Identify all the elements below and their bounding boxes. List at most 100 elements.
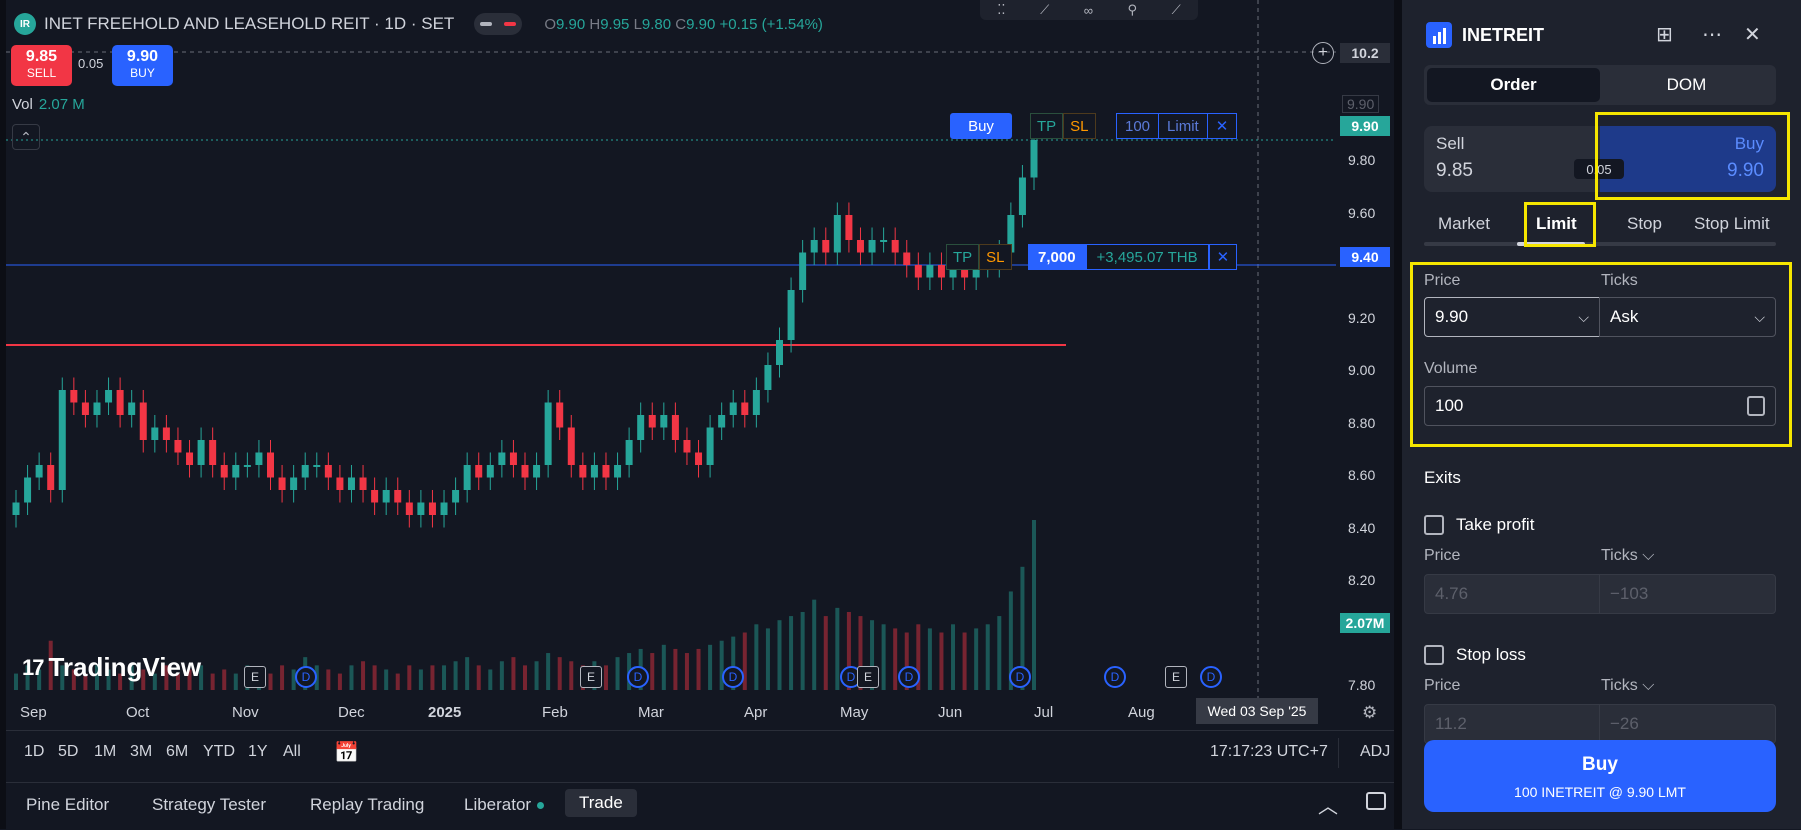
- tab-trade[interactable]: Trade: [565, 789, 637, 817]
- position-qty[interactable]: 7,000: [1028, 244, 1086, 270]
- candle-body: [614, 465, 622, 478]
- sell-side-button[interactable]: Sell 9.85: [1424, 126, 1600, 192]
- volume-bar: [280, 665, 285, 690]
- order-type-stop[interactable]: Stop: [1627, 214, 1662, 233]
- timeframe-6m[interactable]: 6M: [166, 743, 189, 760]
- order-sl-button[interactable]: SL: [1063, 113, 1096, 139]
- calculator-icon[interactable]: [1747, 396, 1765, 416]
- tp-ticks-field[interactable]: −103: [1599, 574, 1776, 614]
- brush-icon[interactable]: ⟋: [1040, 2, 1050, 17]
- volume-bar: [268, 673, 273, 690]
- volume-field[interactable]: 100: [1424, 386, 1776, 426]
- volume-bar: [48, 640, 53, 690]
- earnings-icon[interactable]: E: [857, 666, 879, 688]
- adj-button[interactable]: ADJ: [1360, 743, 1391, 760]
- submit-buy-button[interactable]: Buy 100 INETREIT @ 9.90 LMT: [1424, 740, 1776, 812]
- volume-bar: [951, 624, 956, 690]
- order-type-limit[interactable]: Limit: [1536, 214, 1577, 233]
- order-tp-button[interactable]: TP: [1030, 113, 1064, 139]
- collapse-panel-chevron-icon[interactable]: ︿: [1318, 796, 1338, 818]
- tp-price-field[interactable]: 4.76: [1424, 574, 1600, 614]
- chart-area[interactable]: [6, 0, 1394, 730]
- visibility-toggle[interactable]: [474, 13, 523, 35]
- timeframe-ytd[interactable]: YTD: [203, 743, 235, 760]
- more-options-icon[interactable]: ⋯: [1702, 24, 1722, 46]
- order-line-buy-label[interactable]: Buy: [950, 113, 1012, 139]
- order-type-stop-limit[interactable]: Stop Limit: [1694, 214, 1770, 233]
- buy-side-button[interactable]: Buy 9.90: [1600, 126, 1776, 192]
- tab-order[interactable]: Order: [1427, 68, 1600, 102]
- earnings-icon[interactable]: E: [1165, 666, 1187, 688]
- timeframe-all[interactable]: All: [283, 743, 301, 760]
- position-line-label[interactable]: 7,000 +3,495.07 THB ✕: [1028, 244, 1238, 270]
- dividend-icon[interactable]: D: [295, 666, 317, 688]
- dividend-icon[interactable]: D: [898, 666, 920, 688]
- position-sl-button[interactable]: SL: [979, 244, 1012, 270]
- order-line-qty[interactable]: 100: [1117, 114, 1160, 138]
- ticks-select[interactable]: Ask ⌵: [1599, 297, 1776, 337]
- quick-buy-button[interactable]: 9.90 BUY: [112, 45, 173, 86]
- timeframe-5d[interactable]: 5D: [58, 743, 79, 760]
- candle-body: [810, 240, 818, 253]
- candle-body: [463, 465, 471, 490]
- volume-bar: [1020, 566, 1025, 690]
- chart-settings-icon[interactable]: ⚙: [1362, 703, 1378, 722]
- symbol-title[interactable]: INET FREEHOLD AND LEASEHOLD REIT · 1D · …: [44, 14, 455, 33]
- tab-replay-trading[interactable]: Replay Trading: [310, 795, 425, 814]
- dividend-icon[interactable]: D: [722, 666, 744, 688]
- tab-dom[interactable]: DOM: [1666, 75, 1707, 94]
- earnings-icon[interactable]: E: [580, 666, 602, 688]
- pin-icon[interactable]: ⚲: [1127, 2, 1138, 17]
- dividend-icon[interactable]: D: [840, 666, 862, 688]
- price-chart[interactable]: [6, 0, 1394, 700]
- candle-body: [949, 265, 957, 278]
- sl-ticks-field[interactable]: −26: [1599, 704, 1776, 744]
- timeframe-1d[interactable]: 1D: [24, 743, 45, 760]
- chevron-down-icon[interactable]: ⌵: [1754, 308, 1765, 325]
- earnings-icon[interactable]: E: [244, 666, 266, 688]
- add-widget-icon[interactable]: ⊞: [1656, 24, 1673, 46]
- volume-bar: [384, 669, 389, 690]
- take-profit-checkbox[interactable]: [1424, 515, 1444, 535]
- position-close-icon[interactable]: ✕: [1208, 244, 1238, 270]
- tab-liberator[interactable]: Liberator: [464, 795, 545, 815]
- timeframe-3m[interactable]: 3M: [130, 743, 153, 760]
- dividend-icon[interactable]: D: [1009, 666, 1031, 688]
- dividend-icon[interactable]: D: [1200, 666, 1222, 688]
- timeframe-1m[interactable]: 1M: [94, 743, 117, 760]
- chevron-down-icon[interactable]: ⌵: [1642, 547, 1655, 564]
- drag-handle-icon[interactable]: ⁚⁚: [997, 2, 1006, 17]
- order-type-market[interactable]: Market: [1438, 214, 1490, 233]
- order-line-type[interactable]: Limit: [1159, 114, 1208, 138]
- chevron-down-icon[interactable]: ⌵: [1578, 308, 1589, 325]
- tab-pine-editor[interactable]: Pine Editor: [26, 795, 110, 814]
- line-tool-icon[interactable]: ⟋: [1171, 2, 1181, 17]
- candle-body: [695, 452, 703, 465]
- collapse-legend-button[interactable]: ⌃: [12, 124, 40, 150]
- take-profit-label[interactable]: Take profit: [1456, 515, 1535, 534]
- clock-display[interactable]: 17:17:23 UTC+7: [1210, 743, 1328, 760]
- candle-body: [209, 440, 217, 465]
- position-tp-button[interactable]: TP: [946, 244, 980, 270]
- order-line-close-icon[interactable]: ✕: [1215, 118, 1229, 135]
- panel-symbol[interactable]: INETREIT: [1462, 24, 1545, 45]
- order-line-limit-box[interactable]: 100 Limit ✕: [1116, 113, 1238, 139]
- dividend-icon[interactable]: D: [1104, 666, 1126, 688]
- tab-strategy-tester[interactable]: Strategy Tester: [152, 795, 267, 814]
- ohlc-values: O9.90 H9.95 L9.80 C9.90 +0.15 (+1.54%): [544, 15, 823, 33]
- chevron-down-icon[interactable]: ⌵: [1642, 677, 1655, 694]
- link-icon[interactable]: ∞: [1083, 2, 1093, 18]
- sl-price-field[interactable]: 11.2: [1424, 704, 1600, 744]
- drawing-toolbar[interactable]: ⁚⁚ ⟋ ∞ ⚲ ⟋: [980, 0, 1198, 20]
- stop-loss-label[interactable]: Stop loss: [1456, 645, 1526, 664]
- date-range-calendar-icon[interactable]: 📅: [334, 742, 359, 764]
- dividend-icon[interactable]: D: [627, 666, 649, 688]
- panel-divider[interactable]: [1394, 0, 1402, 829]
- quick-sell-button[interactable]: 9.85 SELL: [11, 45, 72, 86]
- add-alert-plus-icon[interactable]: +: [1312, 42, 1334, 64]
- stop-loss-checkbox[interactable]: [1424, 645, 1444, 665]
- volume-bar: [395, 673, 400, 690]
- timeframe-1y[interactable]: 1Y: [248, 743, 268, 760]
- close-panel-icon[interactable]: ✕: [1744, 24, 1761, 46]
- maximize-panel-icon[interactable]: [1366, 792, 1386, 810]
